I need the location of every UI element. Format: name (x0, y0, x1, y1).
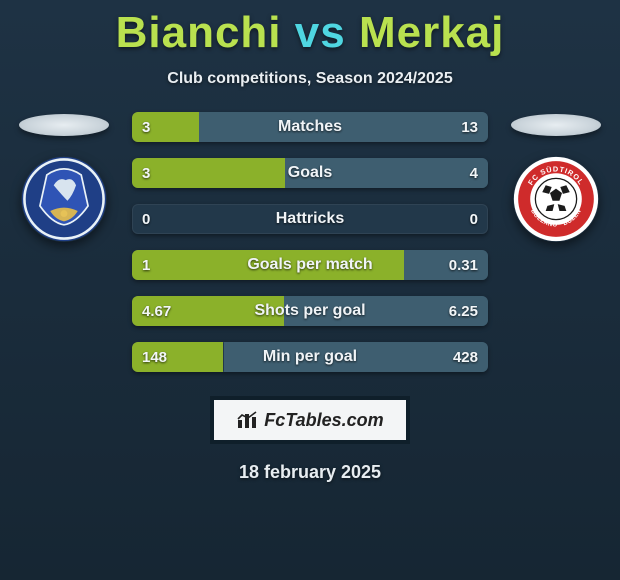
vs-text: vs (295, 8, 346, 57)
player1-name: Bianchi (116, 8, 282, 57)
stat-bar: 4.676.25Shots per goal (132, 296, 488, 326)
bar-left-value: 0 (142, 204, 150, 234)
stat-bar: 313Matches (132, 112, 488, 142)
bar-right-fill (285, 158, 488, 188)
bar-label: Hattricks (132, 204, 488, 234)
right-crest-column: FC SÜDTIROL BOLZANO · BOZEN (506, 112, 606, 242)
stat-bar: 34Goals (132, 158, 488, 188)
bar-left-fill (132, 250, 404, 280)
brand-text: FcTables.com (264, 410, 383, 431)
brand-suf: .com (342, 410, 384, 430)
subtitle: Club competitions, Season 2024/2025 (0, 70, 620, 88)
main-layout: 313Matches 34Goals 0 0Hattricks 10.31Goals p… (0, 112, 620, 372)
brand-chart-icon (236, 410, 258, 430)
left-crest-column (14, 112, 114, 242)
left-club-crest (21, 156, 107, 242)
brand-main: Tables (285, 410, 341, 430)
bar-left-fill (132, 158, 285, 188)
right-club-crest: FC SÜDTIROL BOLZANO · BOZEN (513, 156, 599, 242)
bar-right-fill (224, 342, 489, 372)
date-text: 18 february 2025 (0, 462, 620, 483)
stat-bar: 148428Min per goal (132, 342, 488, 372)
left-player-ellipse (19, 114, 109, 136)
bar-right-value: 0 (470, 204, 478, 234)
brand-pre: Fc (264, 410, 285, 430)
bar-left-fill (132, 112, 199, 142)
comparison-title: Bianchi vs Merkaj (0, 0, 620, 58)
stat-bar: 10.31Goals per match (132, 250, 488, 280)
stat-bar: 0 0Hattricks (132, 204, 488, 234)
bar-right-fill (199, 112, 488, 142)
bar-left-fill (132, 342, 223, 372)
stat-bars: 313Matches 34Goals 0 0Hattricks 10.31Goals p… (132, 112, 488, 372)
right-player-ellipse (511, 114, 601, 136)
bar-left-fill (132, 296, 284, 326)
bar-right-fill (284, 296, 488, 326)
player2-name: Merkaj (359, 8, 504, 57)
bar-right-fill (404, 250, 488, 280)
brand-box: FcTables.com (210, 396, 410, 444)
